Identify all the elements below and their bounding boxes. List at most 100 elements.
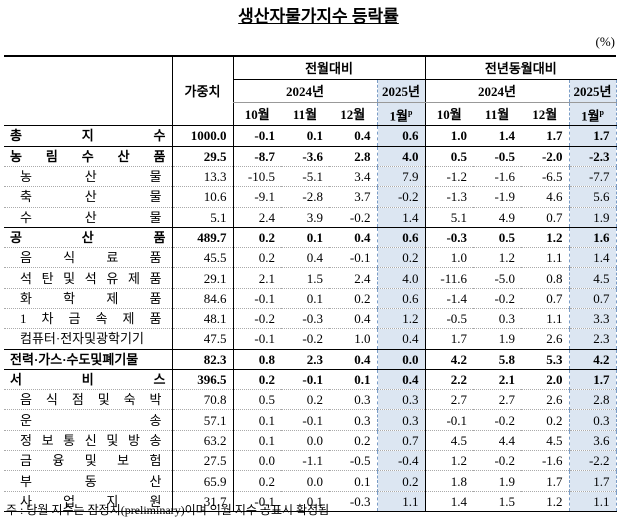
row-name-cell: 운 송	[4, 409, 172, 431]
value-cell: -1.2	[424, 165, 474, 187]
value-cell: 1.7	[568, 368, 617, 390]
value-cell: 0.2	[329, 429, 377, 451]
row-name-cell: 서 비 스	[4, 368, 172, 390]
value-cell: 1.0	[329, 328, 377, 350]
value-cell: 0.6	[376, 125, 426, 147]
table-row: 음 식 료 품 45.5 0.2 0.4 -0.1 0.2 1.0 1.2 1.1 1.4	[4, 247, 617, 268]
value-cell: 5.3	[521, 348, 570, 370]
value-cell: 0.1	[281, 226, 329, 248]
month-label: 10월	[436, 106, 462, 122]
row-name: 농 산 물	[20, 169, 162, 185]
value-cell: -0.3	[424, 226, 474, 248]
value-cell: 1.9	[568, 206, 617, 228]
table-row: 1 차 금 속 제 품 48.1 -0.2 -0.3 0.4 1.2 -0.5 0.3 1.1 3…	[4, 307, 617, 329]
weight-cell: 31.7	[171, 490, 233, 512]
row-name: 사 업 지 원	[20, 493, 162, 509]
row-name: 전력·가스·수도및폐기물	[10, 351, 139, 367]
row-name-cell: 농 산 물	[4, 165, 172, 187]
month-header: 11월	[281, 102, 329, 127]
value-cell: -5.1	[281, 165, 329, 187]
row-name-cell: 정 보 통 신 및 방 송	[4, 429, 172, 451]
row-name-cell: 음 식 료 품	[4, 247, 172, 268]
weight-cell: 396.5	[171, 368, 233, 390]
row-name: 총 지 수	[10, 128, 166, 144]
value-cell: 0.3	[376, 409, 426, 431]
weight-cell: 27.5	[171, 450, 233, 471]
row-name-cell: 전력·가스·수도및폐기물	[4, 348, 172, 370]
value-cell: -2.8	[281, 186, 329, 208]
table-row: 농 림 수 산 품 29.5 -8.7 -3.6 2.8 4.0 0.5 -0.5 -2.0 -2…	[4, 145, 617, 167]
value-cell: 0.4	[329, 348, 377, 370]
table-row: 사 업 지 원 31.7 -0.1 0.1 -0.3 1.1 1.4 1.5 1.2 1.1	[4, 490, 617, 512]
value-cell: 0.3	[376, 389, 426, 410]
value-cell: 0.5	[473, 226, 522, 248]
value-cell: 4.5	[568, 267, 617, 289]
month-label: 11월	[292, 106, 318, 122]
value-cell: 1.0	[424, 125, 474, 147]
value-cell: 0.2	[232, 470, 281, 492]
table-row: 축 산 물 10.6 -9.1 -2.8 3.7 -0.2 -1.3 -1.9 4.6 5.6	[4, 186, 617, 208]
value-cell: 2.4	[329, 267, 377, 289]
row-name-cell: 사 업 지 원	[4, 490, 172, 512]
table-row: 공 산 품 489.7 0.2 0.1 0.4 0.6 -0.3 0.5 1.2 1.6	[4, 226, 617, 248]
weight-cell: 489.7	[171, 226, 233, 248]
row-name-cell: 총 지 수	[4, 125, 172, 147]
value-cell: 1.2	[473, 247, 522, 268]
value-cell: 2.0	[521, 368, 570, 390]
value-cell: 0.3	[329, 409, 377, 431]
value-cell: -0.1	[424, 409, 474, 431]
row-name: 축 산 물	[20, 189, 162, 205]
value-cell: 0.2	[232, 247, 281, 268]
table-body: 총 지 수 1000.0 -0.1 0.1 0.4 0.6 1.0 1.4 1.7 1.7 농 림 …	[4, 125, 617, 512]
value-cell: 0.2	[521, 409, 570, 431]
value-cell: 0.4	[329, 307, 377, 329]
value-cell: 1.9	[473, 470, 522, 492]
weight-cell: 47.5	[171, 328, 233, 350]
value-cell: 1.2	[424, 450, 474, 471]
row-name: 부 동 산	[20, 473, 162, 489]
month-label: 12월	[532, 106, 558, 122]
row-name: 1 차 금 속 제 품	[20, 311, 162, 327]
month-label: 1월	[581, 108, 600, 124]
weight-cell: 82.3	[171, 348, 233, 370]
row-name: 운 송	[20, 412, 162, 428]
value-cell: -0.1	[329, 247, 377, 268]
table-row: 부 동 산 65.9 0.2 0.0 0.1 0.2 1.8 1.9 1.7 1.7	[4, 470, 617, 492]
value-cell: -9.1	[232, 186, 281, 208]
value-cell: 4.9	[473, 206, 522, 228]
value-cell: -0.5	[329, 450, 377, 471]
value-cell: 4.5	[521, 429, 570, 451]
row-name: 음 식 료 품	[20, 250, 162, 266]
value-cell: 0.0	[376, 348, 426, 370]
value-cell: -1.6	[473, 165, 522, 187]
title: 생산자물가지수 등락률	[0, 2, 637, 27]
value-cell: -0.1	[232, 328, 281, 350]
value-cell: 2.1	[473, 368, 522, 390]
value-cell: 0.0	[232, 450, 281, 471]
value-cell: -0.2	[232, 307, 281, 329]
value-cell: 2.4	[232, 206, 281, 228]
value-cell: 1.2	[521, 490, 570, 512]
table-row: 음 식 점 및 숙 박 70.8 0.5 0.2 0.3 0.3 2.7 2.7 2.6 2.8	[4, 389, 617, 410]
value-cell: 2.2	[424, 368, 474, 390]
row-name-cell: 축 산 물	[4, 186, 172, 208]
title-text: 생산자물가지수 등락률	[238, 7, 399, 26]
value-cell: 1.7	[521, 470, 570, 492]
month-label: 12월	[340, 106, 366, 122]
value-cell: 0.2	[329, 287, 377, 309]
table-row: 수 산 물 5.1 2.4 3.9 -0.2 1.4 5.1 4.9 0.7 1.9	[4, 206, 617, 228]
month-header: 12월	[521, 102, 570, 127]
value-cell: 0.3	[329, 389, 377, 410]
value-cell: 2.8	[329, 145, 377, 167]
row-name-cell: 음 식 점 및 숙 박	[4, 389, 172, 410]
row-name-cell: 금 융 및 보 험	[4, 450, 172, 471]
value-cell: -0.1	[281, 409, 329, 431]
value-cell: 7.9	[376, 165, 426, 187]
row-name: 화 학 제 품	[20, 290, 162, 306]
value-cell: 0.2	[376, 470, 426, 492]
value-cell: 1.8	[424, 470, 474, 492]
value-cell: 1.4	[568, 247, 617, 268]
value-cell: 1.7	[521, 125, 570, 147]
value-cell: 2.8	[568, 389, 617, 410]
value-cell: 1.5	[473, 490, 522, 512]
